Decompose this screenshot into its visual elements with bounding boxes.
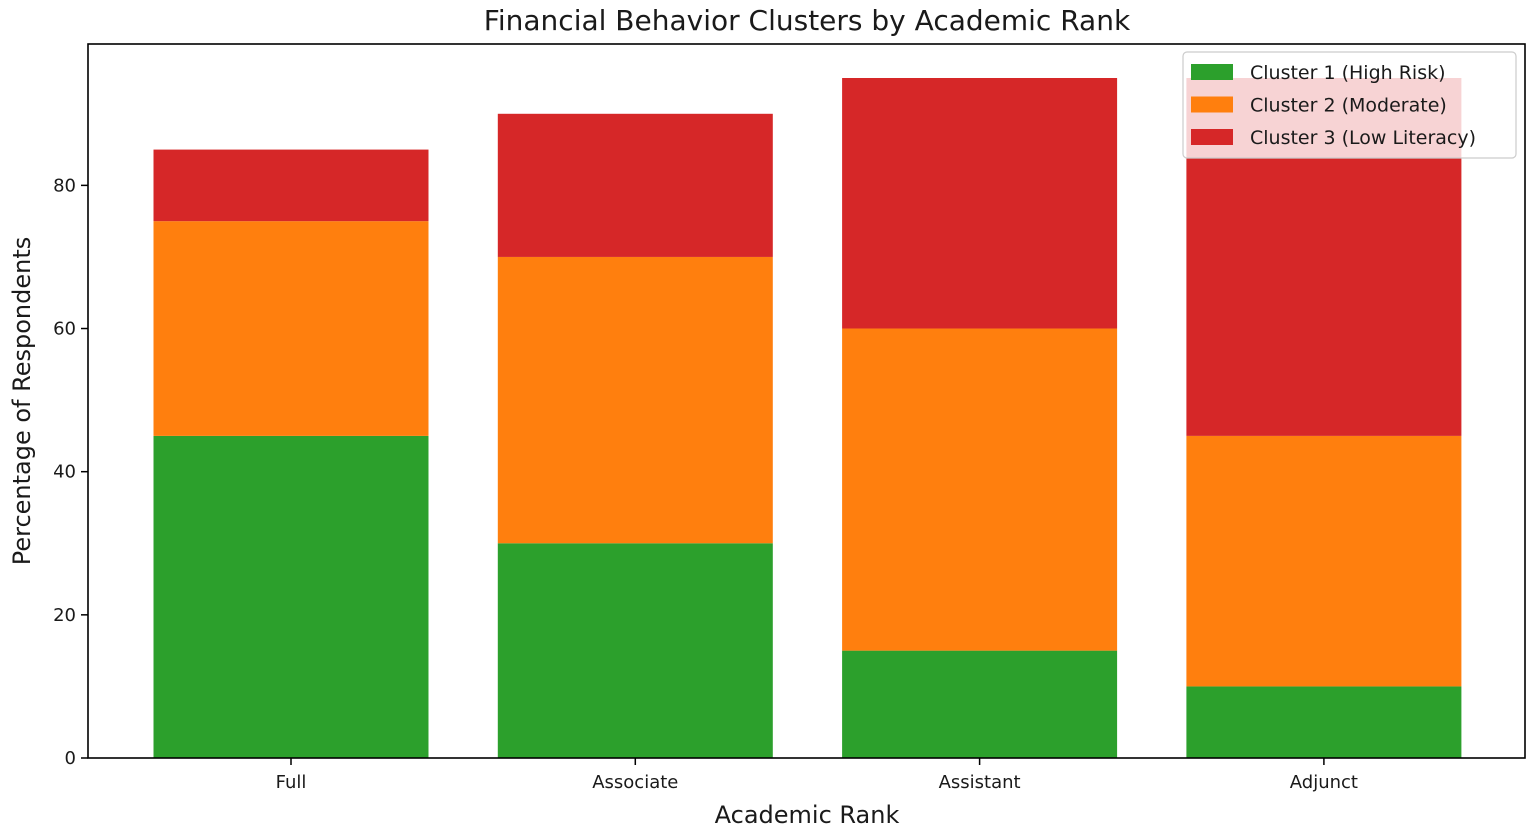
y-tick-label: 0 (65, 748, 76, 769)
bar-full-series-3 (153, 149, 429, 222)
bar-full-series-2 (153, 221, 429, 436)
y-tick-label: 60 (53, 319, 76, 340)
x-tick-label: Associate (592, 772, 678, 793)
bar-full-series-1 (153, 435, 429, 758)
bars-group (153, 78, 1462, 758)
bar-assistant-series-3 (842, 78, 1118, 329)
y-axis: 0 20 40 60 80 (53, 175, 88, 769)
x-axis: Full Associate Assistant Adjunct (276, 758, 1358, 793)
plot-frame (87, 43, 1526, 759)
chart-title: Financial Behavior Clusters by Academic … (484, 4, 1131, 37)
y-tick-label: 40 (53, 462, 76, 483)
legend-box (1182, 51, 1517, 159)
legend-label: Cluster 3 (Low Literacy) (1250, 127, 1476, 149)
bar-adjunct-series-1 (1186, 686, 1462, 758)
bar-adjunct-series-2 (1186, 435, 1462, 687)
x-tick-label: Adjunct (1290, 772, 1358, 793)
legend-swatch (1191, 96, 1233, 113)
bar-assistant-series-1 (842, 650, 1118, 758)
bar-assistant-series-2 (842, 328, 1118, 651)
y-tick-label: 80 (53, 175, 76, 196)
x-tick-label: Assistant (939, 772, 1021, 793)
legend-label: Cluster 2 (Moderate) (1250, 95, 1447, 117)
x-tick-label: Full (276, 772, 307, 793)
legend-swatch (1191, 129, 1233, 145)
bar-associate-series-2 (497, 256, 773, 544)
x-axis-label: Academic Rank (715, 801, 900, 829)
y-tick-label: 20 (53, 605, 76, 626)
legend-swatch (1191, 64, 1233, 80)
bar-associate-series-1 (497, 543, 773, 758)
legend: Cluster 1 (High Risk) Cluster 2 (Moderate… (1182, 51, 1517, 159)
bar-associate-series-3 (497, 113, 773, 257)
y-axis-label: Percentage of Respondents (8, 237, 36, 566)
legend-label: Cluster 1 (High Risk) (1250, 62, 1446, 84)
